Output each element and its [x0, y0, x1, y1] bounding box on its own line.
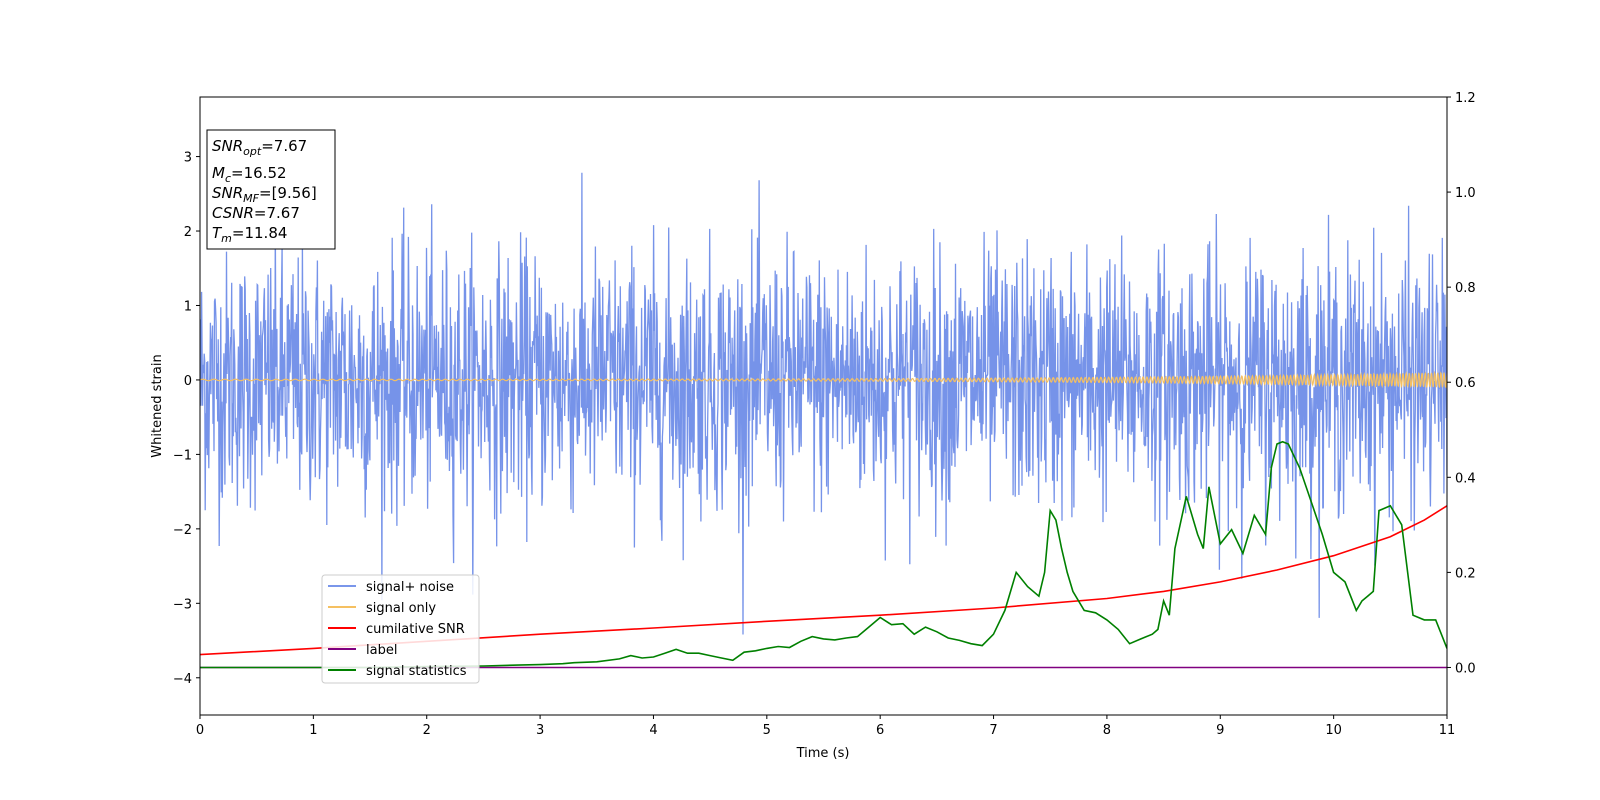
y-tick-label-left: −2: [173, 523, 192, 538]
series-signal-only: [200, 370, 1447, 389]
legend: signal+ noise signal only cumilative SNR…: [321, 574, 480, 684]
x-tick-label: 10: [1325, 723, 1342, 738]
legend-entry: signal+ noise: [328, 580, 454, 595]
y-tick-label-right: 1.0: [1455, 186, 1476, 201]
x-tick-label: 5: [763, 723, 771, 738]
annotation-snr-mf: SNRMF=[9.56]: [212, 184, 317, 205]
legend-label: signal+ noise: [366, 580, 454, 595]
y-tick-label-right: 0.0: [1455, 661, 1476, 676]
legend-entry: signal only: [328, 601, 436, 616]
series-signal-statistics: [200, 440, 1447, 669]
x-tick-label: 11: [1439, 723, 1456, 738]
y-tick-label-right: 0.2: [1455, 566, 1476, 581]
x-tick-label: 1: [309, 723, 317, 738]
x-tick-label: 6: [876, 723, 884, 738]
legend-label: label: [366, 643, 397, 658]
annotation-snr-opt: SNRopt=7.67: [212, 137, 307, 158]
x-tick-label: 2: [423, 723, 431, 738]
x-axis-label: Time (s): [796, 746, 850, 761]
annotation-csnr: CSNR=7.67: [212, 204, 300, 222]
series-signal-noise: [200, 172, 1447, 635]
y-tick-label-left: 0: [184, 374, 192, 389]
legend-entry: label: [328, 643, 397, 658]
y-tick-label-left: 1: [184, 299, 192, 314]
y-tick-label-left: −4: [173, 672, 192, 687]
series-cumilative-snr: [200, 505, 1447, 656]
annotation-tm: Tm=11.84: [212, 224, 287, 245]
y-axis-right: 0.0 0.2 0.4 0.6 0.8 1.0 1.2: [1447, 91, 1476, 676]
legend-entry: cumilative SNR: [328, 622, 465, 637]
y-axis-label: Whitened strain: [150, 354, 165, 457]
y-tick-label-left: −1: [173, 448, 192, 463]
y-tick-label-right: 1.2: [1455, 91, 1476, 106]
x-axis: 0 1 2 3 4 5 6 7 8 9 10 11: [196, 715, 1455, 738]
legend-label: signal only: [366, 601, 436, 616]
legend-label: signal statistics: [366, 664, 467, 679]
x-tick-label: 9: [1216, 723, 1224, 738]
x-tick-label: 4: [649, 723, 657, 738]
y-axis-left: −4 −3 −2 −1 0 1 2 3: [173, 151, 200, 687]
y-tick-label-right: 0.4: [1455, 471, 1476, 486]
annotation-mc: Mc=16.52: [212, 164, 287, 185]
y-tick-label-left: 3: [184, 151, 192, 166]
annotation-box: SNRopt=7.67 Mc=16.52 SNRMF=[9.56] CSNR=7…: [206, 129, 336, 250]
legend-label: cumilative SNR: [366, 622, 465, 637]
y-tick-label-right: 0.6: [1455, 376, 1476, 391]
x-tick-label: 0: [196, 723, 204, 738]
plot-frame: [199, 96, 1448, 716]
y-tick-label-right: 0.8: [1455, 281, 1476, 296]
x-tick-label: 7: [989, 723, 997, 738]
legend-entry: signal statistics: [328, 664, 467, 679]
x-tick-label: 3: [536, 723, 544, 738]
y-tick-label-left: −3: [173, 597, 192, 612]
y-tick-label-left: 2: [184, 225, 192, 240]
x-tick-label: 8: [1103, 723, 1111, 738]
